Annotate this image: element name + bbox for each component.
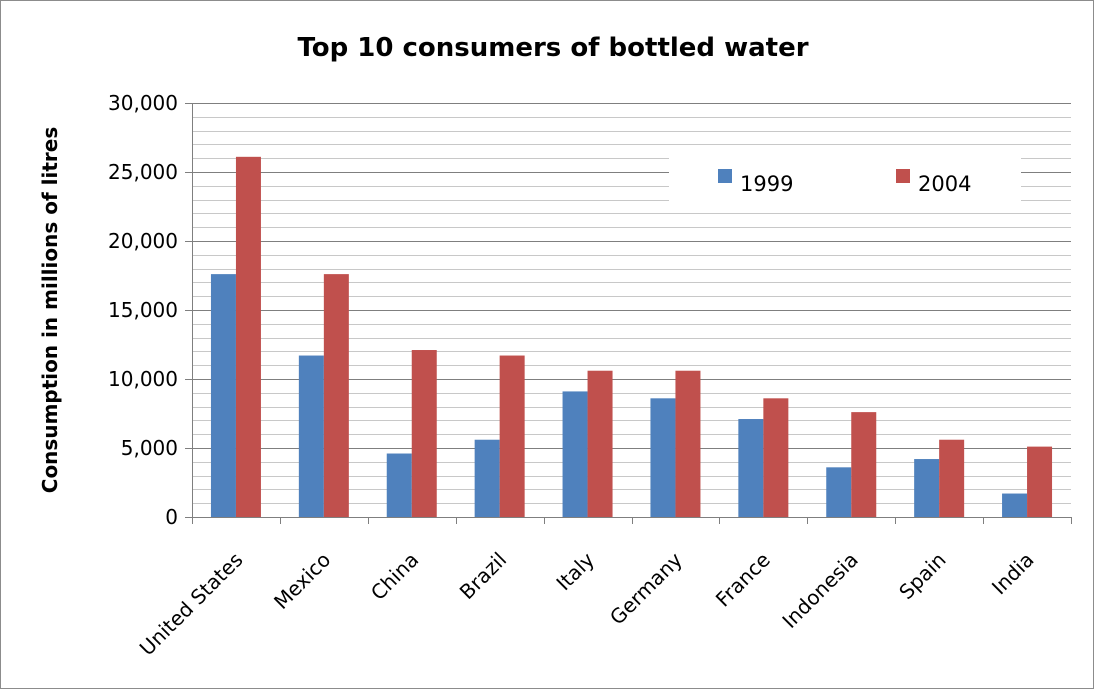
x-tick-label: Italy [551,547,599,595]
x-tick-label: Spain [894,548,950,604]
legend: 1999 2004 [669,153,1021,209]
legend-label-1999: 1999 [740,172,793,196]
y-tick-label: 10,000 [108,367,178,391]
x-tick-label: China [366,548,423,605]
bar-1999-mexico [298,355,324,517]
bar-2004-india [1027,446,1053,517]
bar-1999-indonesia [826,467,852,517]
y-tick-label: 20,000 [108,229,178,253]
legend-swatch-1999 [718,169,732,183]
bar-1999-germany [650,398,676,517]
bar-1999-united-states [210,274,236,517]
bar-1999-italy [562,391,588,517]
bar-1999-france [738,419,764,517]
bar-1999-brazil [474,439,500,517]
y-tick-label: 15,000 [108,298,178,322]
x-tick-label: India [987,548,1039,600]
bar-1999-spain [914,459,940,517]
bar-2004-france [763,398,789,517]
bar-2004-china [411,350,437,517]
y-axis-label: Consumption in millions of litres [38,127,62,493]
bar-1999-india [1002,493,1028,517]
bar-2004-brazil [499,355,525,517]
bar-2004-indonesia [851,412,877,517]
bar-1999-china [386,453,412,517]
y-tick-label: 5,000 [121,436,178,460]
x-tick-label: United States [135,548,248,661]
bar-2004-germany [675,370,701,517]
x-tick-label: France [711,548,775,612]
chart-title: Top 10 consumers of bottled water [297,33,808,63]
x-tick-label: Germany [605,547,687,629]
bar-2004-united-states [235,156,261,517]
bar-2004-spain [939,439,965,517]
y-tick-label: 25,000 [108,160,178,184]
y-tick-label: 0 [165,505,178,529]
y-tick-label: 30,000 [108,91,178,115]
axes [185,103,1072,524]
bar-2004-italy [587,370,613,517]
legend-swatch-2004 [896,169,910,183]
bars [210,156,1053,517]
x-tick-label: Indonesia [777,548,862,633]
legend-label-2004: 2004 [918,172,971,196]
bar-2004-mexico [323,274,349,517]
x-tick-label: Brazil [455,548,511,604]
x-tick-label: Mexico [269,548,335,614]
